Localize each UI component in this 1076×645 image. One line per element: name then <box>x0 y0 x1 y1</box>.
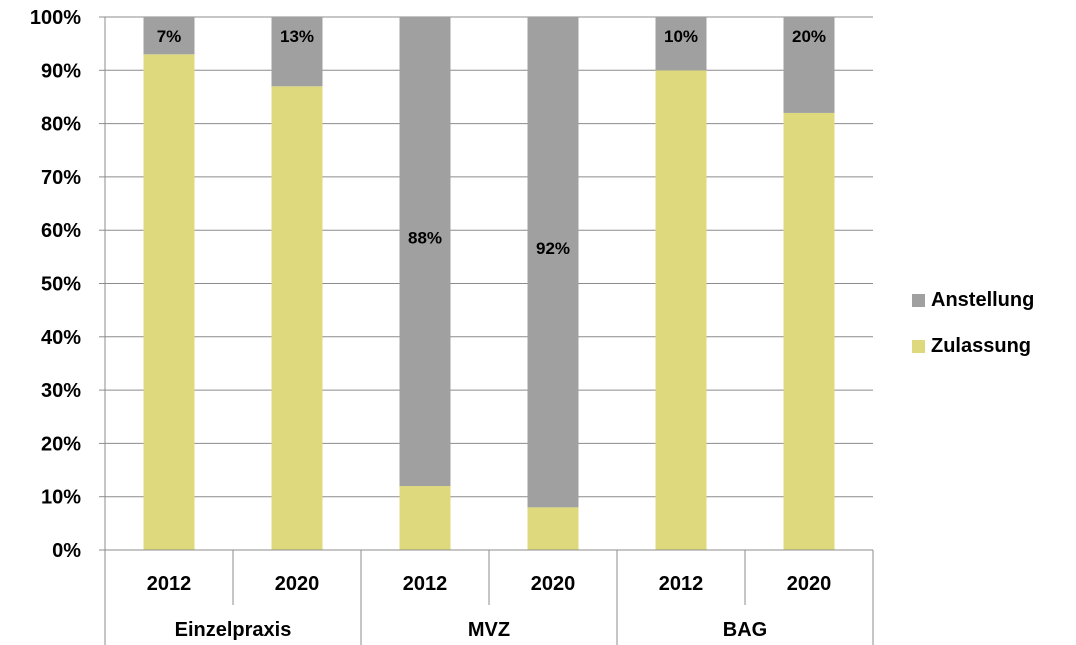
x-tick-label-2: 2012 <box>403 573 448 595</box>
y-tick-label-7: 70% <box>41 167 81 189</box>
legend-item-anstellung: Anstellung <box>912 285 1034 315</box>
bar-anstellung-2 <box>399 17 451 487</box>
legend-label-anstellung: Anstellung <box>931 288 1035 311</box>
data-label-4: 10% <box>664 27 698 46</box>
x-tick-label-3: 2020 <box>531 573 576 595</box>
bar-zulassung-2 <box>399 486 451 550</box>
bar-zulassung-4 <box>655 70 707 551</box>
data-label-2: 88% <box>408 229 442 248</box>
data-label-1: 13% <box>280 27 314 46</box>
x-tick-label-1: 2020 <box>275 573 320 595</box>
bar-anstellung-1 <box>271 17 323 87</box>
bar-zulassung-5 <box>783 112 835 550</box>
legend-label-zulassung: Zulassung <box>931 334 1032 357</box>
legend-item-zulassung: Zulassung <box>912 331 1034 361</box>
y-tick-label-9: 90% <box>41 60 81 82</box>
bar-zulassung-0 <box>143 54 195 551</box>
y-tick-label-3: 30% <box>41 380 81 402</box>
bar-anstellung-4 <box>655 17 707 71</box>
bar-zulassung-3 <box>527 507 579 550</box>
data-label-0: 7% <box>157 27 182 46</box>
bar-anstellung-0 <box>143 17 195 55</box>
data-label-5: 20% <box>792 27 826 46</box>
legend-swatch-anstellung <box>912 293 925 307</box>
legend: Anstellung Zulassung <box>912 285 1034 377</box>
y-tick-label-1: 10% <box>41 487 81 509</box>
x-tick-label-4: 2012 <box>659 573 704 595</box>
y-tick-label-0: 0% <box>52 540 81 562</box>
bar-anstellung-3 <box>527 17 579 508</box>
x-tick-label-5: 2020 <box>787 573 832 595</box>
bar-zulassung-1 <box>271 86 323 550</box>
y-tick-label-5: 50% <box>41 274 81 296</box>
data-label-3: 92% <box>536 239 570 258</box>
bar-anstellung-5 <box>783 17 835 113</box>
group-label-bag: BAG <box>723 619 767 641</box>
y-tick-label-10: 100% <box>30 7 81 29</box>
group-label-mvz: MVZ <box>468 619 510 641</box>
legend-swatch-zulassung <box>912 339 925 353</box>
y-tick-label-6: 60% <box>41 220 81 242</box>
y-tick-label-4: 40% <box>41 327 81 349</box>
x-tick-label-0: 2012 <box>147 573 192 595</box>
y-tick-label-2: 20% <box>41 433 81 455</box>
y-tick-label-8: 80% <box>41 114 81 136</box>
group-label-einzelpraxis: Einzelpraxis <box>175 619 292 641</box>
